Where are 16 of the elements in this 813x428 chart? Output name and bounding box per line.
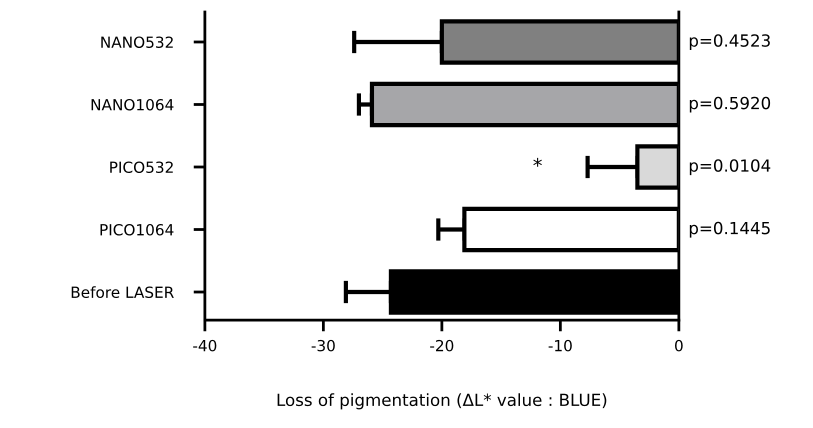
x-tick-label: -20: [430, 340, 454, 352]
y-tick-label: NANO1064: [92, 98, 174, 111]
text: p=0.1445: [690, 222, 770, 238]
x-tick-label: 0: [675, 340, 683, 352]
x-tick-label: -30: [312, 340, 335, 352]
text: p=0.5920: [690, 96, 770, 113]
y-tick-label: Before LASER: [72, 286, 174, 298]
x-tick-label: -40: [193, 340, 216, 352]
x-axis-title: Loss of pigmentation (ΔL* value : BLUE): [278, 393, 606, 410]
text: p=0.4523: [690, 34, 770, 50]
y-tick-label: PICO1064: [100, 224, 174, 236]
annotation: *: [533, 158, 542, 167]
y-tick-label: NANO532: [101, 36, 173, 48]
x-tick-label: -10: [548, 340, 572, 352]
text: p=0.0104: [690, 159, 770, 176]
y-tick-label: PICO532: [110, 161, 173, 174]
